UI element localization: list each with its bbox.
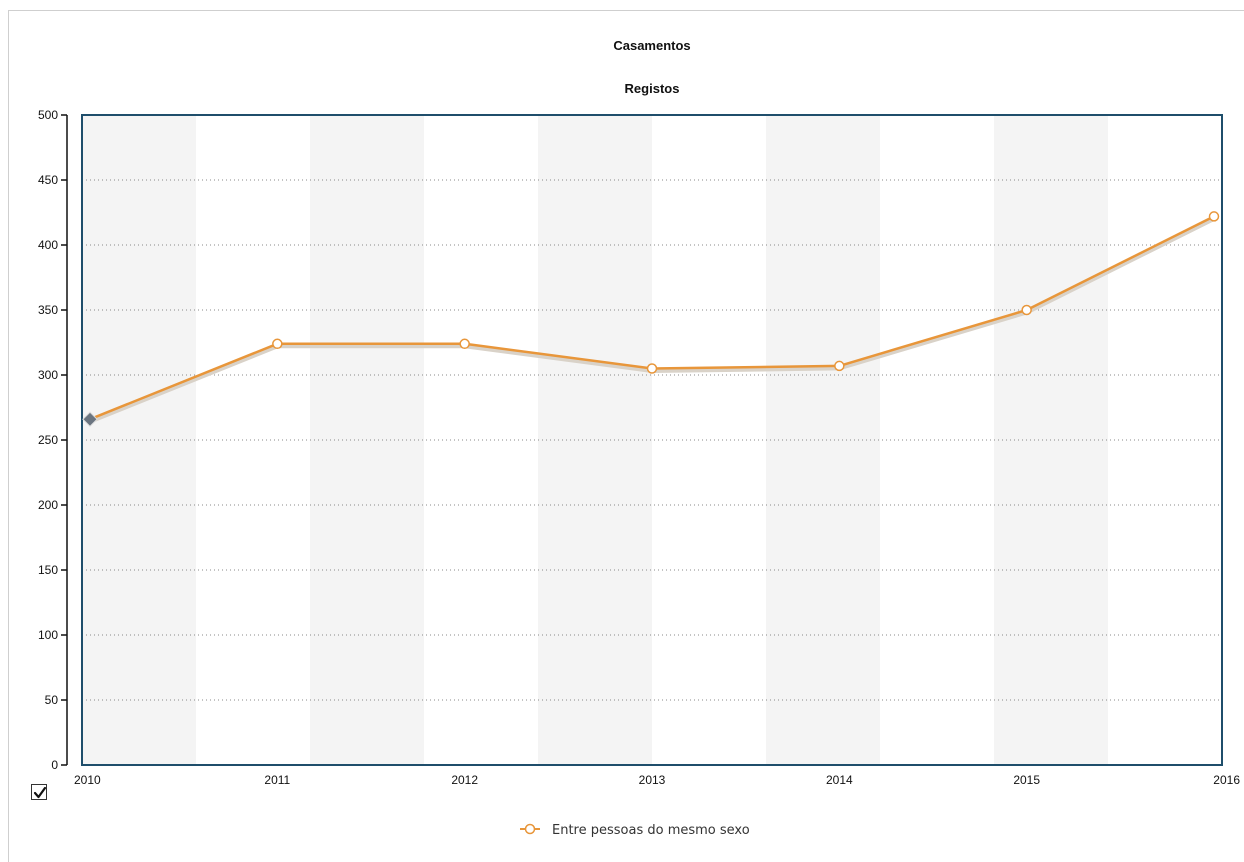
y-tick-label: 350 — [38, 303, 58, 317]
y-axis: 0 50 100 150 200 250 300 350 400 450 500 — [38, 108, 68, 772]
x-tick-label: 2011 — [264, 773, 290, 787]
data-point[interactable] — [459, 338, 470, 350]
x-tick-label: 2010 — [74, 773, 101, 787]
plot-border — [81, 114, 1223, 766]
y-tick-label: 400 — [38, 238, 58, 252]
chart-title: Casamentos — [613, 38, 690, 53]
data-point[interactable] — [646, 363, 658, 374]
x-tick-label: 2012 — [451, 773, 478, 787]
checkmark-icon — [33, 786, 47, 799]
x-tick-label: 2013 — [639, 773, 666, 787]
data-point[interactable] — [1208, 211, 1220, 222]
y-tick-label: 450 — [38, 173, 58, 187]
x-tick-label: 2016 — [1213, 773, 1240, 787]
x-tick-label: 2015 — [1013, 773, 1040, 787]
x-tick-label: 2014 — [826, 773, 853, 787]
y-tick-label: 250 — [38, 433, 58, 447]
y-tick-label: 0 — [51, 758, 58, 772]
legend-marker-icon — [524, 823, 536, 835]
y-tick-label: 300 — [38, 368, 58, 382]
y-tick-label: 150 — [38, 563, 58, 577]
y-tick-label: 50 — [45, 693, 59, 707]
y-tick-label: 500 — [38, 108, 58, 122]
data-point[interactable] — [272, 338, 283, 350]
y-tick-label: 200 — [38, 498, 58, 512]
x-axis: 2010 2011 2012 2013 2014 2015 2016 — [74, 773, 1240, 787]
chart-subtitle: Registos — [625, 81, 680, 96]
data-point[interactable] — [834, 360, 845, 372]
legend-label[interactable]: Entre pessoas do mesmo sexo — [552, 823, 750, 838]
toggle-checkbox[interactable] — [31, 784, 47, 800]
data-point-highlight[interactable] — [82, 411, 98, 427]
data-point[interactable] — [1021, 304, 1032, 316]
y-tick-label: 100 — [38, 628, 58, 642]
series-layer — [82, 211, 1220, 427]
legend[interactable]: Entre pessoas do mesmo sexo — [520, 823, 750, 838]
